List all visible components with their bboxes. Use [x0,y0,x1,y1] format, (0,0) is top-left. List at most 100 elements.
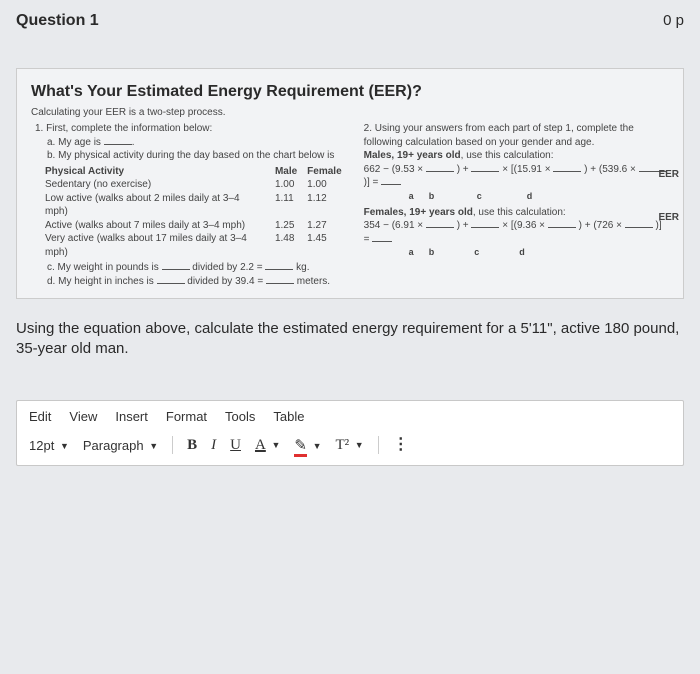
table-row: Very active (walks about 17 miles daily … [45,232,352,259]
label-a: a [409,247,414,257]
blank-eq[interactable] [471,163,499,172]
two-columns: 1. First, complete the information below… [31,122,669,288]
step1-c-pre: c. My weight in pounds is [47,262,159,273]
rich-text-editor[interactable]: Edit View Insert Format Tools Table 12pt… [16,400,684,466]
eq-part: × [(15.91 × [502,164,550,175]
eq-part: × [(9.36 × [502,220,545,231]
blank-eq[interactable] [548,219,576,228]
step1-column: 1. First, complete the information below… [31,122,352,288]
text-color-button[interactable]: A ▼ [255,437,280,454]
eq-part: 662 − (9.53 × [364,164,424,175]
th-female: Female [307,165,351,179]
activity-table: Physical Activity Male Female Sedentary … [45,165,352,260]
eer-label-m: EER [658,168,679,182]
blank-eq[interactable] [426,163,454,172]
highlight-button[interactable]: ✎ ▼ [294,436,321,455]
table-row: Sedentary (no exercise) 1.00 1.00 [45,178,352,192]
step2-column: 2. Using your answers from each part of … [364,122,669,288]
blank-eq[interactable] [553,163,581,172]
toolbar-separator [172,436,173,454]
cell-act: Very active (walks about 17 miles daily … [45,232,275,259]
eer-label-f: EER [658,211,679,225]
cell-f: 1.27 [307,219,351,233]
cell-f: 1.00 [307,178,351,192]
th-male: Male [275,165,307,179]
cell-m: 1.11 [275,192,307,219]
chevron-down-icon: ▼ [271,440,280,450]
chevron-down-icon: ▼ [313,441,322,451]
question-number: Question 1 [16,12,99,30]
blank-height[interactable] [157,275,185,284]
question-points: 0 p [663,12,684,29]
menu-edit[interactable]: Edit [29,409,51,424]
table-row: Low active (walks about 2 miles daily at… [45,192,352,219]
cell-f: 1.12 [307,192,351,219]
step1-d-mid: divided by 39.4 = [187,276,263,287]
step1-b: b. My physical activity during the day b… [35,149,352,163]
bold-button[interactable]: B [187,437,197,454]
cell-m: 1.48 [275,232,307,259]
females-equation: 354 − (6.91 × ) + × [(9.36 × ) + (726 × … [364,219,669,246]
blank-kg[interactable] [265,261,293,270]
th-activity: Physical Activity [45,165,275,179]
menu-view[interactable]: View [69,409,97,424]
blank-m[interactable] [266,275,294,284]
more-button[interactable]: ⋮ [393,443,409,447]
editor-toolbar: 12pt ▼ Paragraph ▼ B I U A ▼ ✎ ▼ T² ▼ [17,430,683,465]
cell-m: 1.00 [275,178,307,192]
question-prompt: Using the equation above, calculate the … [16,319,684,360]
menu-table[interactable]: Table [273,409,304,424]
blank-eq[interactable] [372,233,392,242]
male-var-labels: a b c d [364,190,669,202]
label-c: c [474,247,479,257]
underline-button[interactable]: U [230,437,241,454]
eq-part: ) + (539.6 × [584,164,636,175]
chevron-down-icon: ▼ [149,441,158,451]
blank-eq[interactable] [381,176,401,185]
menu-tools[interactable]: Tools [225,409,255,424]
blank-eq[interactable] [625,219,653,228]
paragraph-select[interactable]: Paragraph ▼ [83,438,158,453]
paragraph-label: Paragraph [83,438,144,453]
label-b: b [429,191,435,201]
menu-format[interactable]: Format [166,409,207,424]
label-d: d [527,191,533,201]
eq-part: ) + [457,164,469,175]
blank-eq[interactable] [426,219,454,228]
females-label: Females, 19+ years old [364,207,473,218]
eq-part: )] = [364,177,379,188]
cell-act: Sedentary (no exercise) [45,178,275,192]
cell-f: 1.45 [307,232,351,259]
text-color-icon: A [255,437,266,453]
eq-part: ) + (726 × [579,220,622,231]
step1-lead: 1. First, complete the information below… [35,122,352,136]
editor-menubar: Edit View Insert Format Tools Table [17,401,683,430]
label-b: b [429,247,435,257]
blank-weight[interactable] [162,261,190,270]
step1-d-post: meters. [297,276,330,287]
step2-lead: 2. Using your answers from each part of … [364,122,669,149]
step1-c-post: kg. [296,262,309,273]
eer-heading: What's Your Estimated Energy Requirement… [31,83,669,101]
intro-text: Calculating your EER is a two-step proce… [31,107,669,118]
step1-a: a. My age is [47,137,101,148]
blank-eq[interactable] [471,219,499,228]
step1-c-mid: divided by 2.2 = [192,262,262,273]
menu-insert[interactable]: Insert [115,409,148,424]
males-label: Males, 19+ years old [364,150,461,161]
fontsize-label: 12pt [29,438,54,453]
step1-d-pre: d. My height in inches is [47,276,154,287]
question-header: Question 1 0 p [16,12,684,38]
content-box: What's Your Estimated Energy Requirement… [16,68,684,299]
males-equation: 662 − (9.53 × ) + × [(15.91 × ) + (539.6… [364,163,669,190]
label-a: a [409,191,414,201]
blank-age[interactable] [104,136,132,145]
italic-button[interactable]: I [211,437,216,454]
fontsize-select[interactable]: 12pt ▼ [29,438,69,453]
eq-part: 354 − (6.91 × [364,220,424,231]
female-var-labels: a b c d [364,246,669,258]
label-d: d [519,247,525,257]
label-c: c [477,191,482,201]
females-label2: , use this calculation: [473,207,566,218]
superscript-button[interactable]: T² ▼ [336,437,364,454]
